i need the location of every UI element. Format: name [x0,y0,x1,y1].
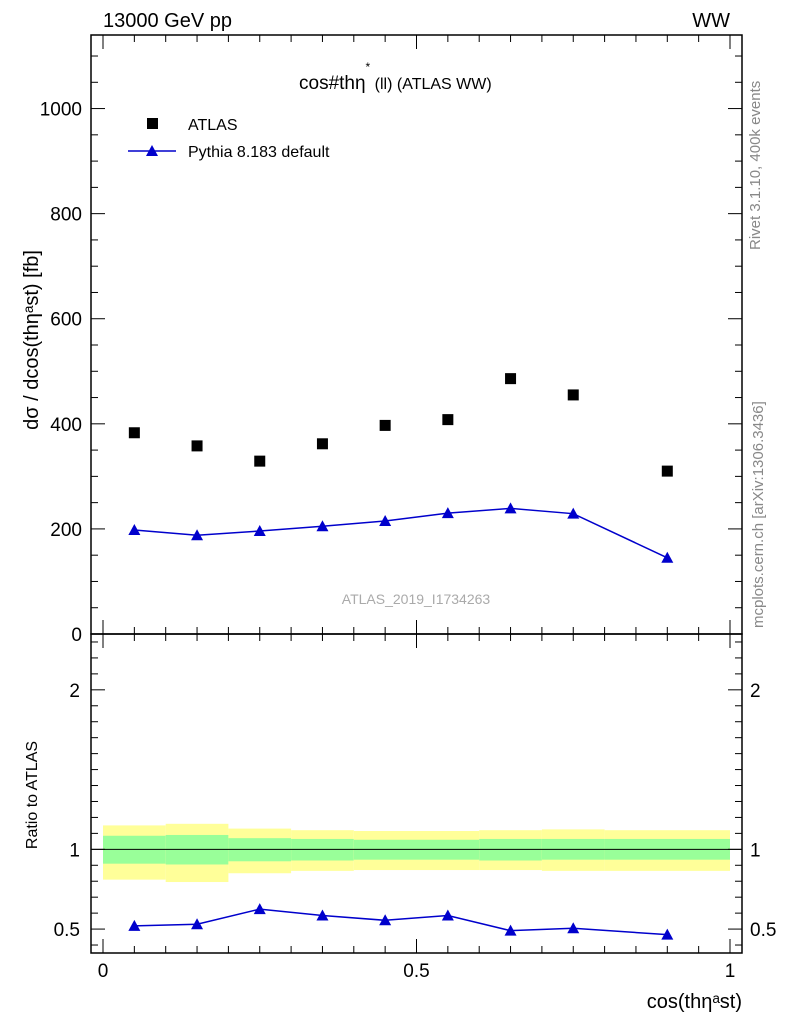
ratio-uncertainty-bands [103,823,730,883]
pythia-data-point [379,515,392,527]
main-axis-ticks: 0 200 400 600 800 1000 [40,35,742,646]
ratio-panel: 0.5 0.5 1 1 2 2 0 0.5 1 Ratio to ATLAS cos(thηᵃs… [24,633,776,1013]
atlas-data-point [442,414,454,426]
pythia-data-point [441,507,454,519]
pythia-ratio-point [316,909,329,921]
rivet-version-label: Rivet 3.1.10, 400k events [747,81,764,250]
legend-mc-label: Pythia 8.183 default [188,144,330,161]
legend-atlas-marker [147,118,158,129]
pythia-data-point [567,507,580,519]
main-y-tick-label: 800 [50,205,82,226]
pythia-ratio-point [504,924,517,936]
ratio-y-tick-label: 1 [69,840,80,861]
ratio-data-layer [91,848,742,940]
main-y-tick-label: 600 [50,310,82,331]
ratio-y-tick-label-right: 2 [750,681,761,702]
main-y-axis-label: dσ / dcos(thηᵃst) [fb] [21,250,43,430]
pythia-ratio-point [253,903,266,915]
ratio-y-tick-label: 0.5 [54,920,80,941]
x-tick-label: 0.5 [403,961,429,982]
legend: ATLAS Pythia 8.183 default [128,117,330,161]
main-title-rest: (ll) (ATLAS WW) [370,76,491,93]
pythia-data-point [661,551,674,563]
atlas-data-point [379,419,391,431]
pythia-ratio-point [128,919,141,931]
header-left-label: 13000 GeV pp [103,10,232,32]
ratio-plot-frame [90,633,743,954]
pythia-ratio-point [191,918,204,930]
pythia-data-point [316,520,329,532]
analysis-watermark: ATLAS_2019_I1734263 [342,591,491,607]
mcplots-label: mcplots.cern.ch [arXiv:1306.3436] [750,401,767,628]
pythia-ratio-line [134,908,668,936]
atlas-data-point [191,440,203,452]
ratio-y-tick-label-right: 1 [750,840,761,861]
pythia-data-point [128,523,141,535]
main-panel: 0 200 400 600 800 1000 cos#thη* (ll) (ATLAS W… [21,34,743,646]
x-axis-label: cos(thηᵃst) [647,991,742,1013]
legend-mc-marker [146,145,158,156]
atlas-data-point [505,373,517,385]
main-data-layer [128,373,674,563]
main-title-main: cos#thη [299,73,366,94]
main-y-tick-label: 400 [50,415,82,436]
ratio-y-axis-label: Ratio to ATLAS [24,741,41,849]
atlas-data-point [316,438,328,450]
main-title: cos#thη* (ll) (ATLAS WW) [299,60,492,94]
atlas-data-point [661,465,673,477]
pythia-ratio-point [567,922,580,934]
x-tick-label: 1 [725,961,736,982]
ratio-y-tick-label: 2 [69,681,80,702]
pythia-ratio-point [661,928,674,940]
ratio-y-tick-label-right: 0.5 [750,920,776,941]
main-y-tick-label: 0 [71,625,82,646]
pythia-data-point [504,502,517,514]
pythia-data-point [253,525,266,537]
pythia-data-point [191,529,204,541]
atlas-data-point [128,427,140,439]
legend-atlas-label: ATLAS [188,117,238,134]
header-right-label: WW [692,10,730,32]
pythia-line [134,507,668,559]
atlas-data-point [567,389,579,401]
ratio-axis-ticks: 0.5 0.5 1 1 2 2 0 0.5 1 [54,634,776,982]
atlas-data-point [254,455,266,467]
main-y-tick-label: 200 [50,520,82,541]
pythia-ratio-point [441,909,454,921]
main-title-sup: * [366,60,371,74]
x-tick-label: 0 [98,961,109,982]
main-y-tick-label: 1000 [40,100,82,121]
pythia-ratio-point [379,914,392,926]
